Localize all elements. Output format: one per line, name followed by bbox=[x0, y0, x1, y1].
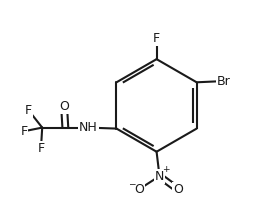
Text: +: + bbox=[162, 166, 169, 174]
Text: O: O bbox=[134, 183, 144, 196]
Text: O: O bbox=[173, 183, 183, 196]
Text: −: − bbox=[128, 179, 135, 188]
Text: F: F bbox=[37, 142, 45, 155]
Text: O: O bbox=[59, 100, 69, 113]
Text: NH: NH bbox=[79, 121, 98, 134]
Text: Br: Br bbox=[217, 75, 230, 88]
Text: F: F bbox=[153, 32, 160, 45]
Text: F: F bbox=[25, 104, 32, 117]
Text: F: F bbox=[20, 125, 28, 138]
Text: N: N bbox=[155, 169, 164, 183]
